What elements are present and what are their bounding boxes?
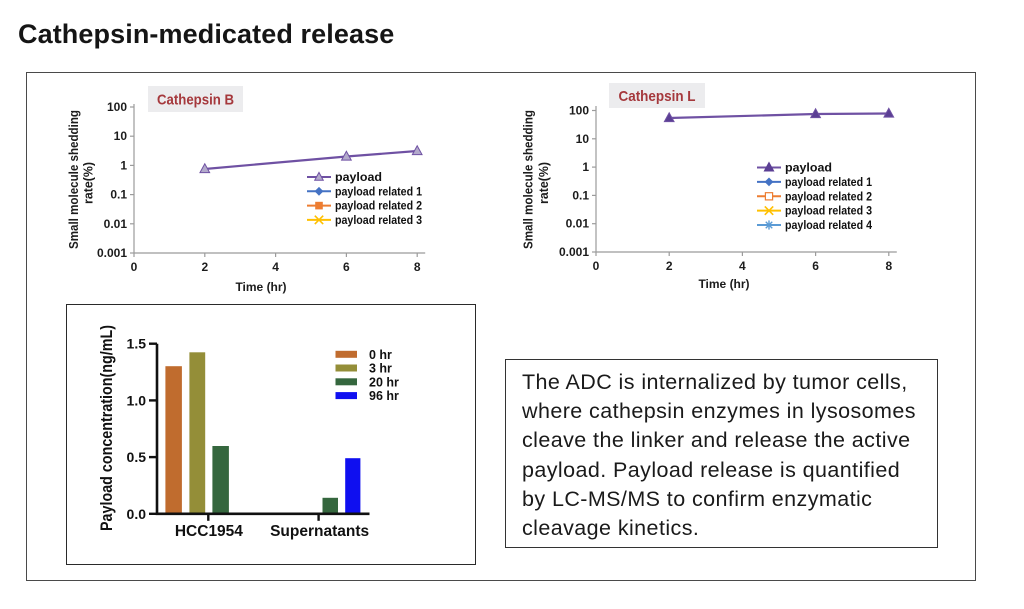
svg-text:payload related 4: payload related 4 — [785, 218, 872, 232]
svg-text:0: 0 — [131, 260, 138, 274]
svg-text:Supernatants: Supernatants — [270, 523, 369, 540]
svg-text:8: 8 — [885, 259, 892, 273]
svg-text:0 hr: 0 hr — [369, 348, 392, 362]
svg-text:20 hr: 20 hr — [369, 375, 399, 389]
svg-text:0: 0 — [593, 259, 600, 273]
svg-text:3 hr: 3 hr — [369, 362, 392, 376]
svg-text:rate(%): rate(%) — [536, 162, 551, 204]
svg-text:0.0: 0.0 — [127, 506, 147, 522]
svg-text:payload related 1: payload related 1 — [335, 184, 422, 198]
svg-text:0.01: 0.01 — [566, 217, 590, 231]
svg-text:rate(%): rate(%) — [81, 162, 96, 204]
svg-text:8: 8 — [414, 260, 421, 274]
svg-text:0.001: 0.001 — [97, 246, 127, 260]
svg-text:0.5: 0.5 — [127, 449, 147, 465]
svg-text:2: 2 — [201, 260, 208, 274]
svg-text:1.5: 1.5 — [127, 336, 147, 352]
svg-text:1: 1 — [582, 160, 589, 174]
svg-text:2: 2 — [666, 259, 673, 273]
svg-text:6: 6 — [343, 260, 350, 274]
svg-text:Cathepsin L: Cathepsin L — [619, 88, 696, 105]
svg-text:payload related 3: payload related 3 — [335, 213, 422, 227]
svg-text:Payload concentration(ng/mL): Payload concentration(ng/mL) — [97, 325, 116, 531]
svg-text:4: 4 — [739, 259, 746, 273]
svg-text:100: 100 — [569, 104, 589, 118]
svg-text:10: 10 — [576, 132, 590, 146]
svg-text:100: 100 — [107, 100, 127, 114]
svg-text:payload related 2: payload related 2 — [785, 189, 872, 203]
svg-text:payload related 1: payload related 1 — [785, 175, 872, 189]
svg-text:Time (hr): Time (hr) — [235, 280, 286, 294]
svg-text:Small molecule shedding: Small molecule shedding — [521, 110, 536, 249]
svg-text:0.001: 0.001 — [559, 245, 589, 259]
svg-text:0.1: 0.1 — [572, 188, 589, 202]
svg-text:HCC1954: HCC1954 — [175, 523, 243, 540]
svg-text:10: 10 — [114, 129, 128, 143]
svg-text:payload related 3: payload related 3 — [785, 204, 872, 218]
svg-text:0.01: 0.01 — [104, 217, 128, 231]
svg-text:payload related 2: payload related 2 — [335, 199, 422, 213]
svg-text:96 hr: 96 hr — [369, 389, 399, 403]
svg-text:0.1: 0.1 — [110, 188, 127, 202]
svg-text:1: 1 — [120, 158, 127, 172]
svg-text:payload: payload — [335, 170, 382, 184]
svg-text:Small molecule shedding: Small molecule shedding — [66, 110, 81, 249]
svg-text:Cathepsin B: Cathepsin B — [157, 92, 234, 109]
svg-text:6: 6 — [812, 259, 819, 273]
svg-text:4: 4 — [272, 260, 279, 274]
svg-text:Time (hr): Time (hr) — [698, 277, 749, 291]
svg-text:1.0: 1.0 — [127, 392, 147, 408]
svg-text:payload: payload — [785, 161, 832, 175]
